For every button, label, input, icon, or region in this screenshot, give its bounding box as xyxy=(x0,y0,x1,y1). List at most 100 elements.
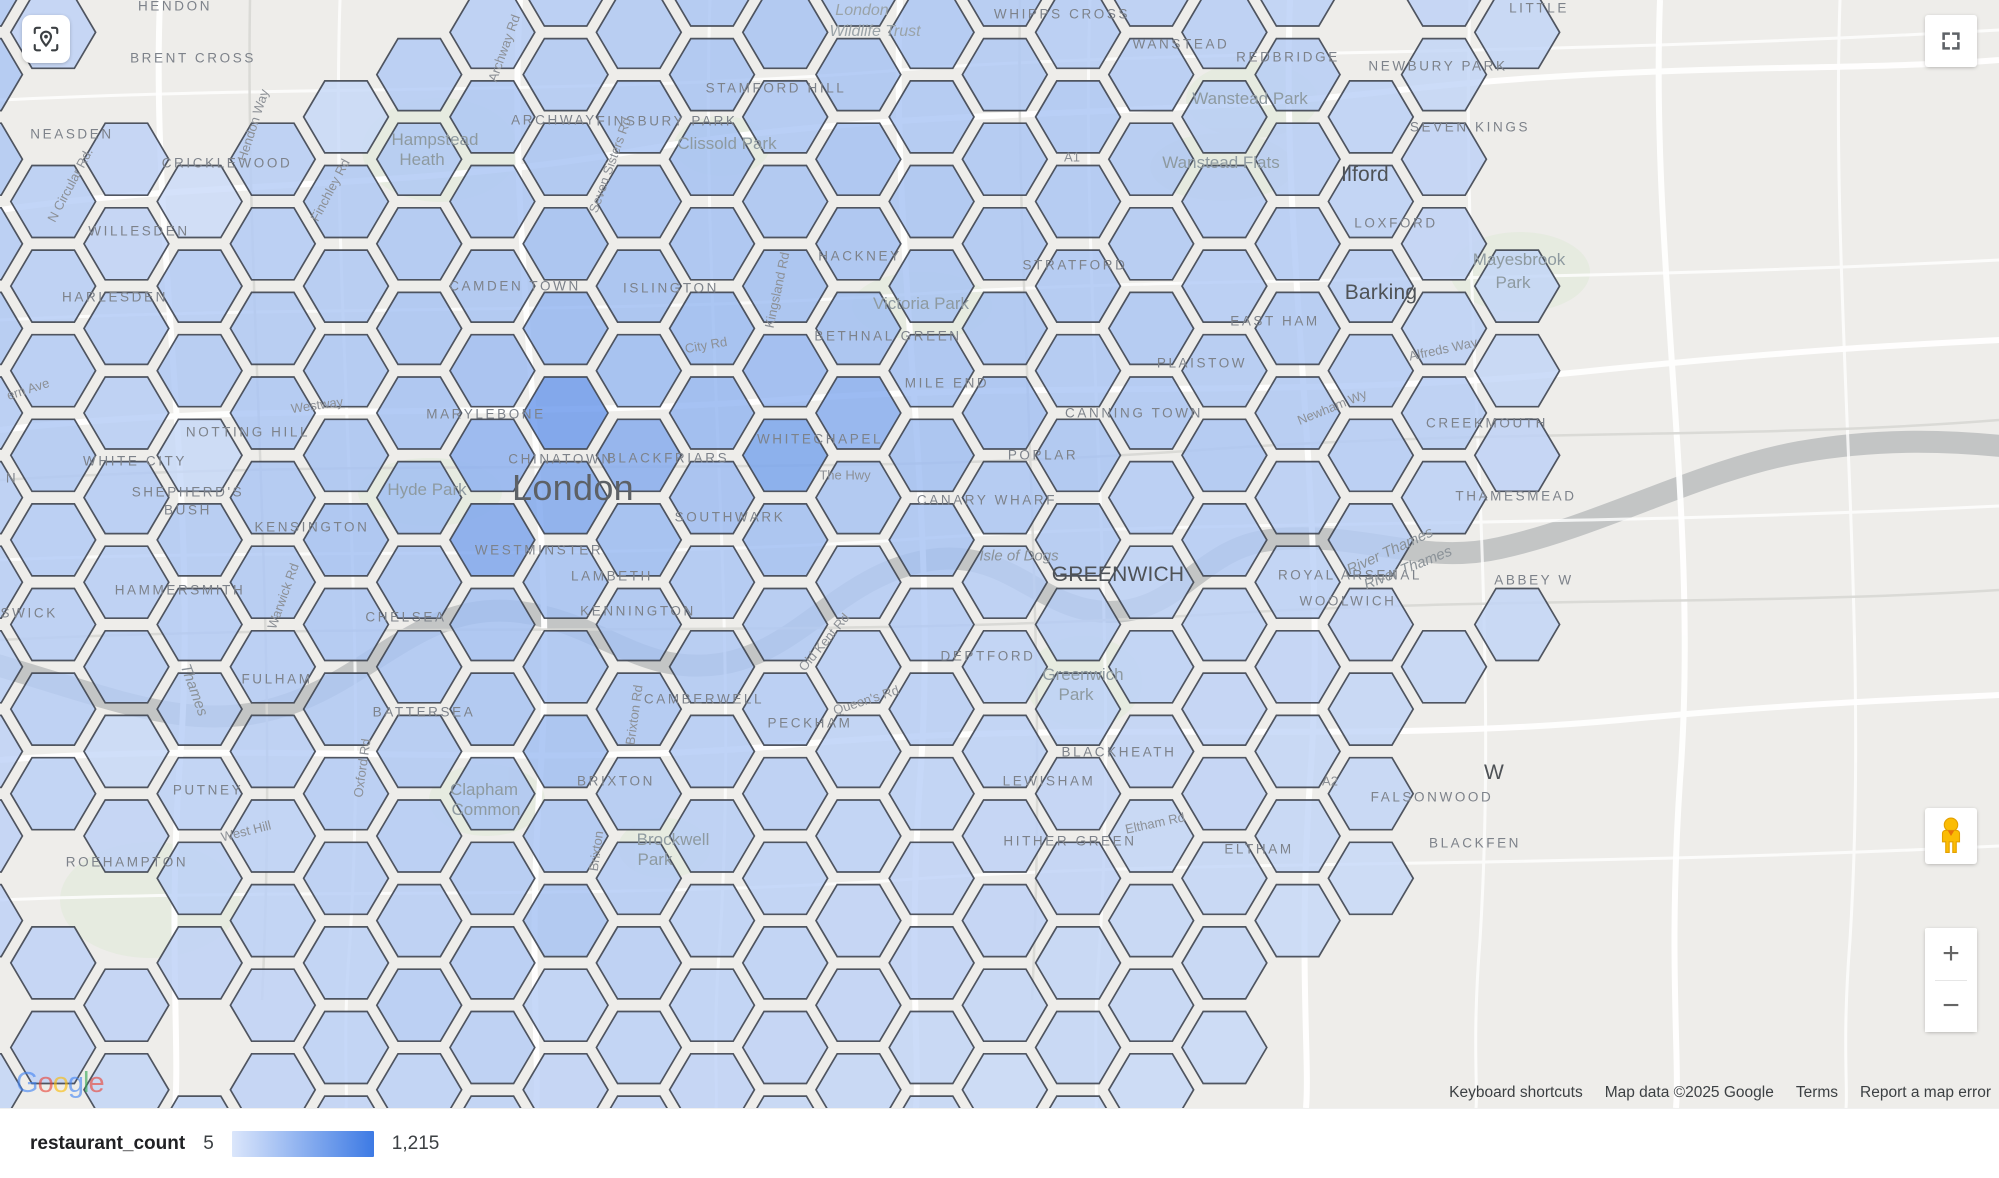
hexbin-cell[interactable] xyxy=(1254,629,1341,704)
hexbin-cell[interactable] xyxy=(449,841,536,916)
hexbin-cell[interactable] xyxy=(743,1095,828,1108)
hexbin-cell[interactable] xyxy=(83,799,170,873)
zoom-in-button[interactable]: + xyxy=(1925,928,1977,980)
hexbin-cell[interactable] xyxy=(449,249,536,323)
hexbin-cell[interactable] xyxy=(595,672,683,746)
hexbin-cell[interactable] xyxy=(961,206,1049,281)
hexbin-cell[interactable] xyxy=(888,756,975,831)
hexbin-cell[interactable] xyxy=(83,376,170,450)
hexbin-cell[interactable] xyxy=(9,587,97,662)
hexbin-cell[interactable] xyxy=(1034,672,1122,746)
hexbin-cell[interactable] xyxy=(668,37,756,112)
hexbin-cell[interactable] xyxy=(522,968,609,1043)
hexbin-cell[interactable] xyxy=(889,1095,974,1108)
hexbin-cell[interactable] xyxy=(1181,80,1268,154)
hexbin-cell[interactable] xyxy=(0,376,24,450)
hexbin-cell[interactable] xyxy=(302,841,390,916)
hexbin-cell[interactable] xyxy=(450,1095,535,1108)
hexbin-cell[interactable] xyxy=(1034,80,1122,154)
hexbin-cell[interactable] xyxy=(1107,883,1195,958)
hexbin-cell[interactable] xyxy=(9,503,97,577)
hexbin-cell[interactable] xyxy=(302,249,390,323)
street-view-pegman-button[interactable] xyxy=(1925,808,1977,864)
hexbin-cell[interactable] xyxy=(9,333,97,408)
hexbin-cell[interactable] xyxy=(1181,756,1268,831)
hexbin-cell[interactable] xyxy=(888,672,975,746)
hexbin-cell[interactable] xyxy=(156,926,243,1000)
hexbin-cell[interactable] xyxy=(888,164,975,239)
hexbin-cell[interactable] xyxy=(595,0,683,70)
hexbin-cell[interactable] xyxy=(522,122,609,197)
hexbin-cell[interactable] xyxy=(595,587,683,662)
hexbin-cell[interactable] xyxy=(1036,1095,1121,1108)
hexbin-cell[interactable] xyxy=(449,503,536,577)
hexbin-cell[interactable] xyxy=(302,164,390,239)
hexbin-cell[interactable] xyxy=(229,545,317,620)
hexbin-cell[interactable] xyxy=(522,883,609,958)
hexbin-cell[interactable] xyxy=(522,629,609,704)
hexbin-cell[interactable] xyxy=(668,1052,756,1108)
hexbin-cell[interactable] xyxy=(9,164,97,239)
hexbin-cell[interactable] xyxy=(83,714,170,789)
hexbin-cell[interactable] xyxy=(961,714,1049,789)
hexbin-cell[interactable] xyxy=(375,799,463,873)
hexbin-cell[interactable] xyxy=(1107,122,1195,197)
hexbin-cell[interactable] xyxy=(156,503,243,577)
hexbin-cell[interactable] xyxy=(523,0,608,27)
hexbin-cell[interactable] xyxy=(1107,968,1195,1043)
hexbin-cell[interactable] xyxy=(1107,206,1195,281)
hexbin-cell[interactable] xyxy=(0,629,24,704)
hexbin-cell[interactable] xyxy=(522,460,609,535)
hexbin-cell[interactable] xyxy=(1327,418,1415,493)
hexbin-cell[interactable] xyxy=(741,333,829,408)
hexbin-cell[interactable] xyxy=(1327,672,1415,746)
hexbin-cell[interactable] xyxy=(304,1095,389,1108)
hexbin-cell[interactable] xyxy=(229,629,317,704)
hexbin-cell[interactable] xyxy=(961,883,1049,958)
hexbin-cell[interactable] xyxy=(815,122,902,197)
hexbin-cell[interactable] xyxy=(9,418,97,493)
hexbin-cell[interactable] xyxy=(1327,841,1415,916)
hexbin-cell[interactable] xyxy=(961,376,1049,450)
hexbin-cell[interactable] xyxy=(229,460,317,535)
hexbin-cell[interactable] xyxy=(449,418,536,493)
hexbin-cell[interactable] xyxy=(1181,841,1268,916)
hexbin-cell[interactable] xyxy=(1400,291,1488,366)
hexbin-cell[interactable] xyxy=(1254,37,1341,112)
hexbin-cell[interactable] xyxy=(522,291,609,366)
hexbin-cell[interactable] xyxy=(668,799,756,873)
hexbin-cell[interactable] xyxy=(1034,1010,1122,1085)
hexbin-cell[interactable] xyxy=(1181,672,1268,746)
hexbin-cell[interactable] xyxy=(961,545,1049,620)
hexbin-cell[interactable] xyxy=(1400,122,1488,197)
hexbin-cell[interactable] xyxy=(815,206,902,281)
hexbin-cell[interactable] xyxy=(156,249,243,323)
hexbin-cell[interactable] xyxy=(1181,503,1268,577)
hexbin-cell[interactable] xyxy=(229,799,317,873)
hexbin-cell[interactable] xyxy=(1181,1010,1268,1085)
hexbin-cell[interactable] xyxy=(1181,333,1268,408)
hexbin-cell[interactable] xyxy=(1254,122,1341,197)
hexbin-cell[interactable] xyxy=(0,883,24,958)
hexbin-cell[interactable] xyxy=(741,841,829,916)
hexbin-cell[interactable] xyxy=(961,968,1049,1043)
hexbin-cell[interactable] xyxy=(449,587,536,662)
hexbin-cell[interactable] xyxy=(1254,460,1341,535)
hexbin-cell[interactable] xyxy=(83,206,170,281)
zoom-out-button[interactable]: − xyxy=(1925,980,1977,1032)
hexbin-cell[interactable] xyxy=(449,1010,536,1085)
hexbin-cell[interactable] xyxy=(375,545,463,620)
hexbin-cell[interactable] xyxy=(741,756,829,831)
hexbin-cell[interactable] xyxy=(302,1010,390,1085)
hexbin-cell[interactable] xyxy=(522,376,609,450)
hexbin-cell[interactable] xyxy=(1181,587,1268,662)
hexbin-cell[interactable] xyxy=(9,249,97,323)
hexbin-cell[interactable] xyxy=(1181,0,1268,70)
hexbin-cell[interactable] xyxy=(888,503,975,577)
hexbin-cell[interactable] xyxy=(375,376,463,450)
hexbin-cell[interactable] xyxy=(668,629,756,704)
hexbin-cell[interactable] xyxy=(157,1095,242,1108)
hexbin-cell[interactable] xyxy=(1107,460,1195,535)
hexbin-cell[interactable] xyxy=(1107,799,1195,873)
hexbin-cell[interactable] xyxy=(595,503,683,577)
